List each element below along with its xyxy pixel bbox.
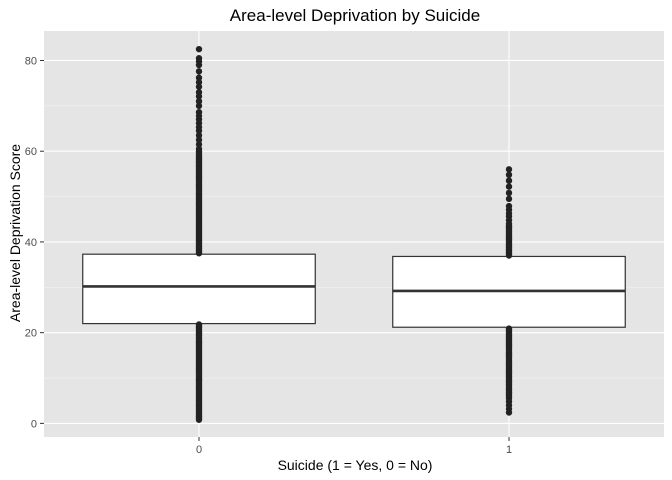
outlier-point xyxy=(505,177,513,184)
outlier-point xyxy=(505,166,513,173)
outlier-point xyxy=(505,325,513,332)
plot-panel xyxy=(44,31,664,437)
outlier-point xyxy=(195,136,203,144)
box-iqr xyxy=(82,253,316,325)
outlier-point xyxy=(195,68,203,75)
outlier-point xyxy=(195,145,203,153)
box-1 xyxy=(392,255,626,328)
outlier-point xyxy=(195,132,203,139)
y-tick-label: 40 xyxy=(25,237,37,249)
x-axis-title: Suicide (1 = Yes, 0 = No) xyxy=(278,457,433,473)
y-tick-label: 60 xyxy=(25,146,37,158)
y-tick-label: 20 xyxy=(25,328,37,340)
outlier-point xyxy=(195,74,203,81)
outlier-point xyxy=(195,141,203,148)
outlier-point xyxy=(195,45,203,53)
y-axis-title: Area-level Deprivation Score xyxy=(7,144,23,322)
outlier-point xyxy=(195,55,203,62)
outlier-point xyxy=(505,398,513,405)
y-tick-label: 0 xyxy=(31,418,37,430)
outlier-point xyxy=(505,202,513,210)
box-0 xyxy=(82,253,316,325)
x-tick-label: 1 xyxy=(506,444,512,456)
outlier-point xyxy=(505,189,513,197)
boxes xyxy=(82,253,626,328)
y-axis-ticks: 0 20 40 60 80 xyxy=(25,55,44,430)
y-tick-label: 80 xyxy=(25,55,37,67)
outlier-point xyxy=(505,183,513,190)
chart-title: Area-level Deprivation by Suicide xyxy=(230,6,480,25)
outlier-points xyxy=(195,45,513,423)
outlier-point xyxy=(195,79,203,86)
outlier-point xyxy=(195,109,203,116)
outlier-point xyxy=(195,98,203,105)
outlier-point xyxy=(195,83,203,90)
outlier-point xyxy=(505,171,513,179)
outlier-point xyxy=(505,195,513,203)
outlier-point xyxy=(195,102,203,110)
outlier-point xyxy=(195,321,203,328)
x-tick-label: 0 xyxy=(196,444,202,456)
outlier-point xyxy=(195,89,203,96)
